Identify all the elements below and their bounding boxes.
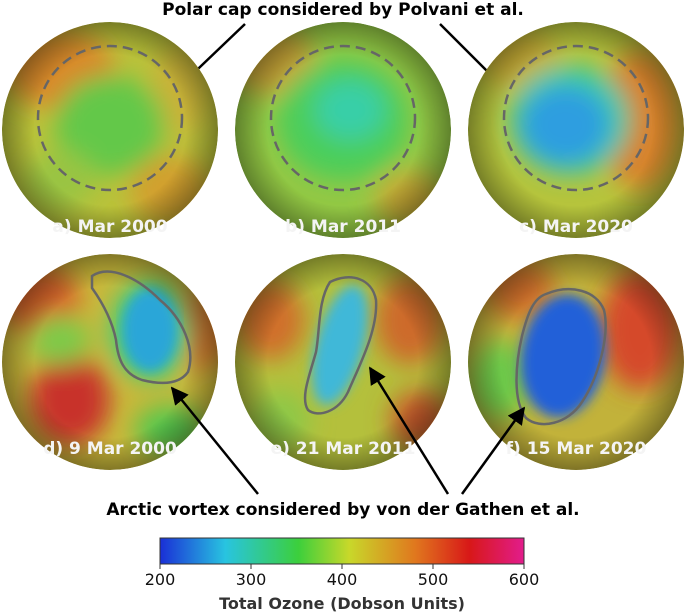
colorbar-title: Total Ozone (Dobson Units) bbox=[219, 594, 465, 613]
vortex-outline-f bbox=[515, 288, 607, 426]
colorbar-ticks: 200 300 400 500 600 bbox=[145, 564, 540, 589]
globe-panel-a bbox=[2, 22, 218, 238]
polar-cap-circle-c bbox=[502, 44, 650, 192]
panel-b-label: b) Mar 2011 bbox=[285, 217, 401, 237]
panel-e-label: e) 21 Mar 2011 bbox=[271, 439, 416, 459]
arrow-to-panel-f bbox=[460, 406, 526, 495]
arrow-to-panel-d bbox=[170, 386, 259, 495]
globe-panel-f bbox=[468, 254, 684, 470]
colorbar-tick-label: 500 bbox=[418, 570, 449, 589]
globe-panel-b bbox=[235, 22, 451, 238]
panel-c-label: c) Mar 2020 bbox=[519, 217, 633, 237]
colorbar-tick-label: 400 bbox=[327, 570, 358, 589]
colorbar-tick-label: 600 bbox=[509, 570, 540, 589]
globe-panel-e bbox=[235, 254, 451, 470]
polar-cap-circle-b bbox=[269, 44, 417, 192]
arrow-to-panel-e bbox=[368, 366, 450, 495]
vortex-outline-d bbox=[90, 270, 192, 385]
colorbar bbox=[159, 537, 525, 565]
globe-panel-c bbox=[468, 22, 684, 238]
vortex-annotation: Arctic vortex considered by von der Gath… bbox=[106, 500, 579, 520]
globe-panel-d bbox=[2, 254, 218, 470]
colorbar-tick-label: 300 bbox=[236, 570, 267, 589]
panel-d-label: d) 9 Mar 2000 bbox=[43, 439, 177, 459]
polar-cap-annotation: Polar cap considered by Polvani et al. bbox=[162, 0, 524, 20]
vortex-outline-e bbox=[303, 276, 378, 415]
panel-a-label: a) Mar 2000 bbox=[52, 217, 167, 237]
polar-cap-circle-a bbox=[36, 44, 184, 192]
panel-f-label: f) 15 Mar 2020 bbox=[506, 439, 647, 459]
colorbar-tick-label: 200 bbox=[145, 570, 176, 589]
